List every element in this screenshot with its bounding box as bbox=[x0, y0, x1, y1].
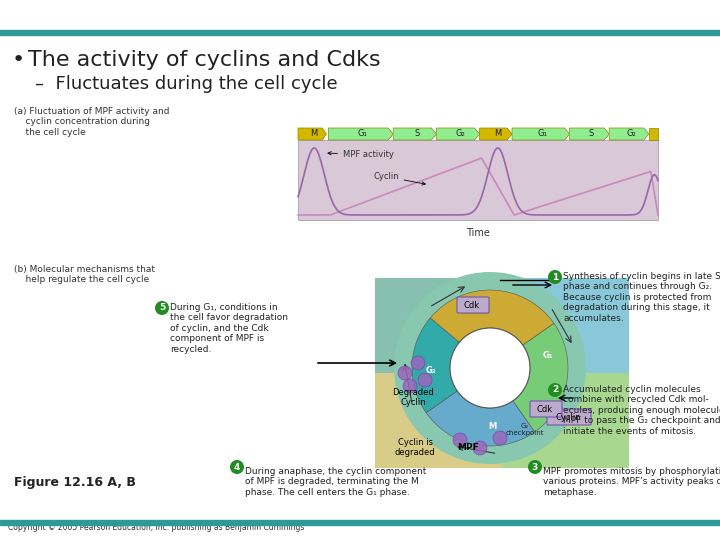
Text: Figure 12.16 A, B: Figure 12.16 A, B bbox=[14, 476, 136, 489]
Bar bbox=[0, 520, 720, 525]
Text: G₂
checkpoint: G₂ checkpoint bbox=[505, 423, 544, 436]
Circle shape bbox=[548, 270, 562, 284]
Text: Accumulated cyclin molecules
combine with recycled Cdk mol-
ecules, producing en: Accumulated cyclin molecules combine wit… bbox=[563, 385, 720, 436]
FancyBboxPatch shape bbox=[530, 401, 562, 417]
Text: –  Fluctuates during the cell cycle: – Fluctuates during the cell cycle bbox=[35, 75, 338, 93]
Text: Cyclin is
degraded: Cyclin is degraded bbox=[395, 438, 436, 457]
Text: (a) Fluctuation of MPF activity and
    cyclin concentration during
    the cell: (a) Fluctuation of MPF activity and cycl… bbox=[14, 107, 169, 137]
Circle shape bbox=[230, 460, 244, 474]
Circle shape bbox=[394, 272, 586, 464]
Bar bbox=[502, 373, 629, 468]
Text: G₁: G₁ bbox=[358, 130, 368, 138]
Text: Degraded
Cyclin: Degraded Cyclin bbox=[392, 388, 434, 407]
Circle shape bbox=[453, 433, 467, 447]
Text: M: M bbox=[488, 422, 496, 431]
Circle shape bbox=[473, 441, 487, 455]
Text: Synthesis of cyclin begins in late S
phase and continues through G₂.
Because cyc: Synthesis of cyclin begins in late S pha… bbox=[563, 272, 720, 322]
Text: MPF activity: MPF activity bbox=[328, 150, 394, 159]
FancyArrow shape bbox=[512, 128, 570, 140]
Text: The activity of cyclins and Cdks: The activity of cyclins and Cdks bbox=[28, 50, 381, 70]
FancyArrow shape bbox=[436, 128, 480, 140]
Text: 2: 2 bbox=[552, 386, 558, 395]
Text: M: M bbox=[310, 130, 318, 138]
Text: 5: 5 bbox=[159, 303, 165, 313]
Wedge shape bbox=[426, 391, 535, 446]
Text: 1: 1 bbox=[552, 273, 558, 281]
Text: S: S bbox=[477, 306, 482, 314]
Text: Cyclin: Cyclin bbox=[555, 413, 581, 422]
FancyArrow shape bbox=[393, 128, 436, 140]
Circle shape bbox=[450, 328, 530, 408]
Text: Copyright © 2005 Pearson Education, Inc. publishing as Benjamin Cummings: Copyright © 2005 Pearson Education, Inc.… bbox=[8, 523, 305, 532]
Text: S: S bbox=[589, 130, 594, 138]
FancyArrow shape bbox=[609, 128, 649, 140]
Text: G₂: G₂ bbox=[426, 366, 436, 375]
Text: Cdk: Cdk bbox=[537, 404, 553, 414]
Circle shape bbox=[493, 431, 507, 445]
Bar bbox=[649, 128, 658, 140]
Text: S: S bbox=[414, 130, 420, 138]
FancyArrow shape bbox=[570, 128, 609, 140]
Circle shape bbox=[528, 460, 542, 474]
Wedge shape bbox=[412, 318, 459, 413]
Circle shape bbox=[398, 366, 412, 380]
Circle shape bbox=[403, 379, 417, 393]
Circle shape bbox=[548, 383, 562, 397]
Wedge shape bbox=[431, 290, 554, 345]
Circle shape bbox=[411, 356, 425, 370]
Text: •: • bbox=[12, 50, 25, 70]
Bar bbox=[375, 278, 502, 373]
FancyArrow shape bbox=[328, 128, 393, 140]
Text: Time: Time bbox=[466, 228, 490, 238]
Text: M: M bbox=[494, 130, 501, 138]
Text: MPF promotes mitosis by phosphorylating
various proteins. MPF’s activity peaks d: MPF promotes mitosis by phosphorylating … bbox=[543, 467, 720, 497]
Text: 4: 4 bbox=[234, 462, 240, 471]
Text: G₁: G₁ bbox=[538, 130, 548, 138]
Bar bbox=[0, 30, 720, 35]
Text: G₂: G₂ bbox=[455, 130, 465, 138]
Text: During G₁, conditions in
the cell favor degradation
of cyclin, and the Cdk
compo: During G₁, conditions in the cell favor … bbox=[170, 303, 288, 354]
Text: 3: 3 bbox=[532, 462, 538, 471]
FancyArrow shape bbox=[298, 128, 326, 140]
FancyArrow shape bbox=[480, 128, 512, 140]
Bar bbox=[502, 278, 629, 373]
Circle shape bbox=[155, 301, 169, 315]
Text: MPF: MPF bbox=[457, 443, 479, 453]
Wedge shape bbox=[513, 323, 568, 432]
Text: Cyclin: Cyclin bbox=[373, 172, 426, 185]
Bar bbox=[298, 140, 658, 220]
FancyBboxPatch shape bbox=[457, 297, 489, 313]
Bar bbox=[375, 373, 502, 468]
Text: Cdk: Cdk bbox=[464, 300, 480, 309]
FancyBboxPatch shape bbox=[547, 409, 591, 425]
Circle shape bbox=[418, 373, 432, 387]
Text: G₂: G₂ bbox=[626, 130, 636, 138]
Text: During anaphase, the cyclin component
of MPF is degraded, terminating the M
phas: During anaphase, the cyclin component of… bbox=[245, 467, 426, 497]
Text: (b) Molecular mechanisms that
    help regulate the cell cycle: (b) Molecular mechanisms that help regul… bbox=[14, 265, 155, 285]
Text: G₁: G₁ bbox=[542, 351, 553, 360]
